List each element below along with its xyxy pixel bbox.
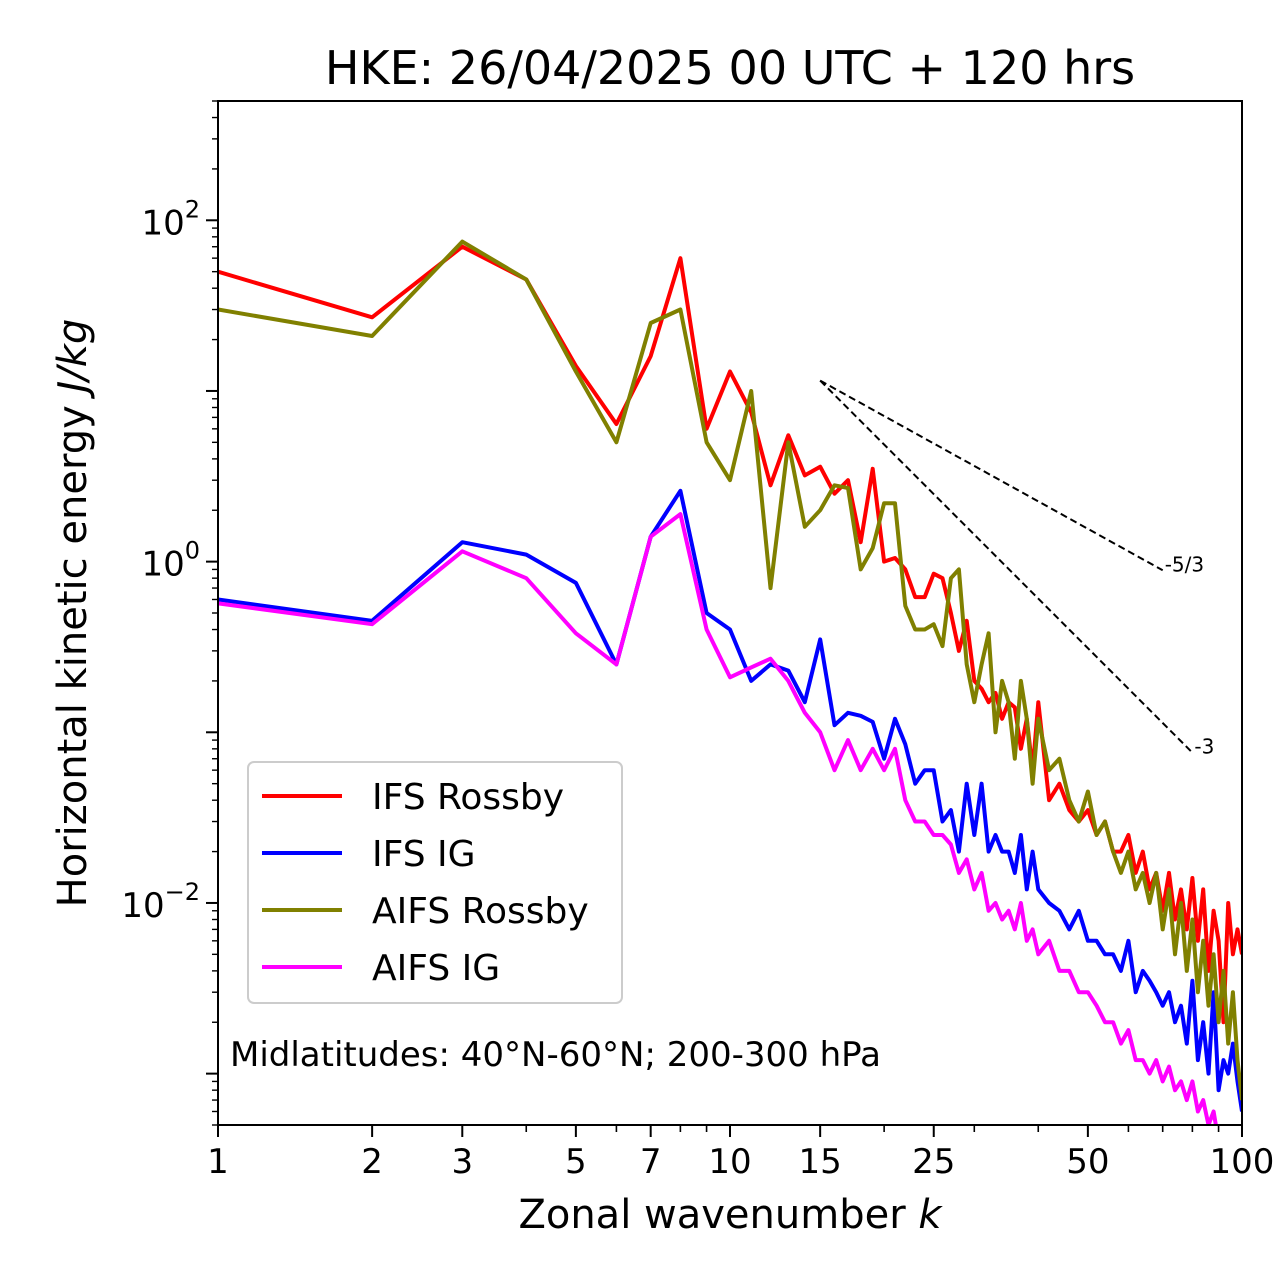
x-tick-label: 2 xyxy=(361,1142,383,1182)
series-line-aifs-rossby xyxy=(218,239,1242,1101)
reference-line-label: -5/3 xyxy=(1165,552,1204,576)
x-tick-label: 50 xyxy=(1066,1142,1109,1182)
legend-label: IFS Rossby xyxy=(372,777,564,818)
x-tick-label: 15 xyxy=(799,1142,842,1182)
x-axis-label: Zonal wavenumber k xyxy=(518,1192,943,1238)
region-annotation: Midlatitudes: 40°N-60°N; 200-300 hPa xyxy=(230,1035,881,1075)
series-line-ifs-rossby xyxy=(218,244,1242,1025)
y-tick-label: 100 xyxy=(141,537,200,585)
x-tick-label: 3 xyxy=(451,1142,473,1182)
y-axis-ticks: 102 100 10−2 xyxy=(121,100,218,1126)
x-tick-label: 1 xyxy=(207,1142,229,1182)
x-axis-ticks: 1 2 3 5 7 10 15 25 50 100 xyxy=(207,1125,1274,1182)
reference-line-label: -3 xyxy=(1194,735,1214,759)
x-tick-label: 10 xyxy=(708,1142,751,1182)
x-tick-label: 100 xyxy=(1210,1142,1275,1182)
legend-label: AIFS IG xyxy=(372,948,500,989)
series-layer xyxy=(218,239,1242,1125)
x-tick-label: 7 xyxy=(640,1142,662,1182)
y-axis-label: Horizontal kinetic energy J/kg xyxy=(50,319,96,908)
x-tick-label: 5 xyxy=(565,1142,587,1182)
legend-box xyxy=(247,761,623,1004)
x-tick-label: 25 xyxy=(912,1142,955,1182)
chart-title: HKE: 26/04/2025 00 UTC + 120 hrs xyxy=(325,41,1135,95)
y-tick-label: 102 xyxy=(141,195,200,243)
legend-label: IFS IG xyxy=(372,834,476,875)
legend-label: AIFS Rossby xyxy=(372,891,589,932)
series-line-aifs-ig xyxy=(218,512,1218,1125)
plot-frame xyxy=(217,100,1243,1126)
reference-slopes: -5/3 -3 xyxy=(819,379,1214,759)
legend: IFS Rossby IFS IG AIFS Rossby AIFS IG xyxy=(247,761,623,1004)
y-tick-label: 10−2 xyxy=(121,878,200,926)
